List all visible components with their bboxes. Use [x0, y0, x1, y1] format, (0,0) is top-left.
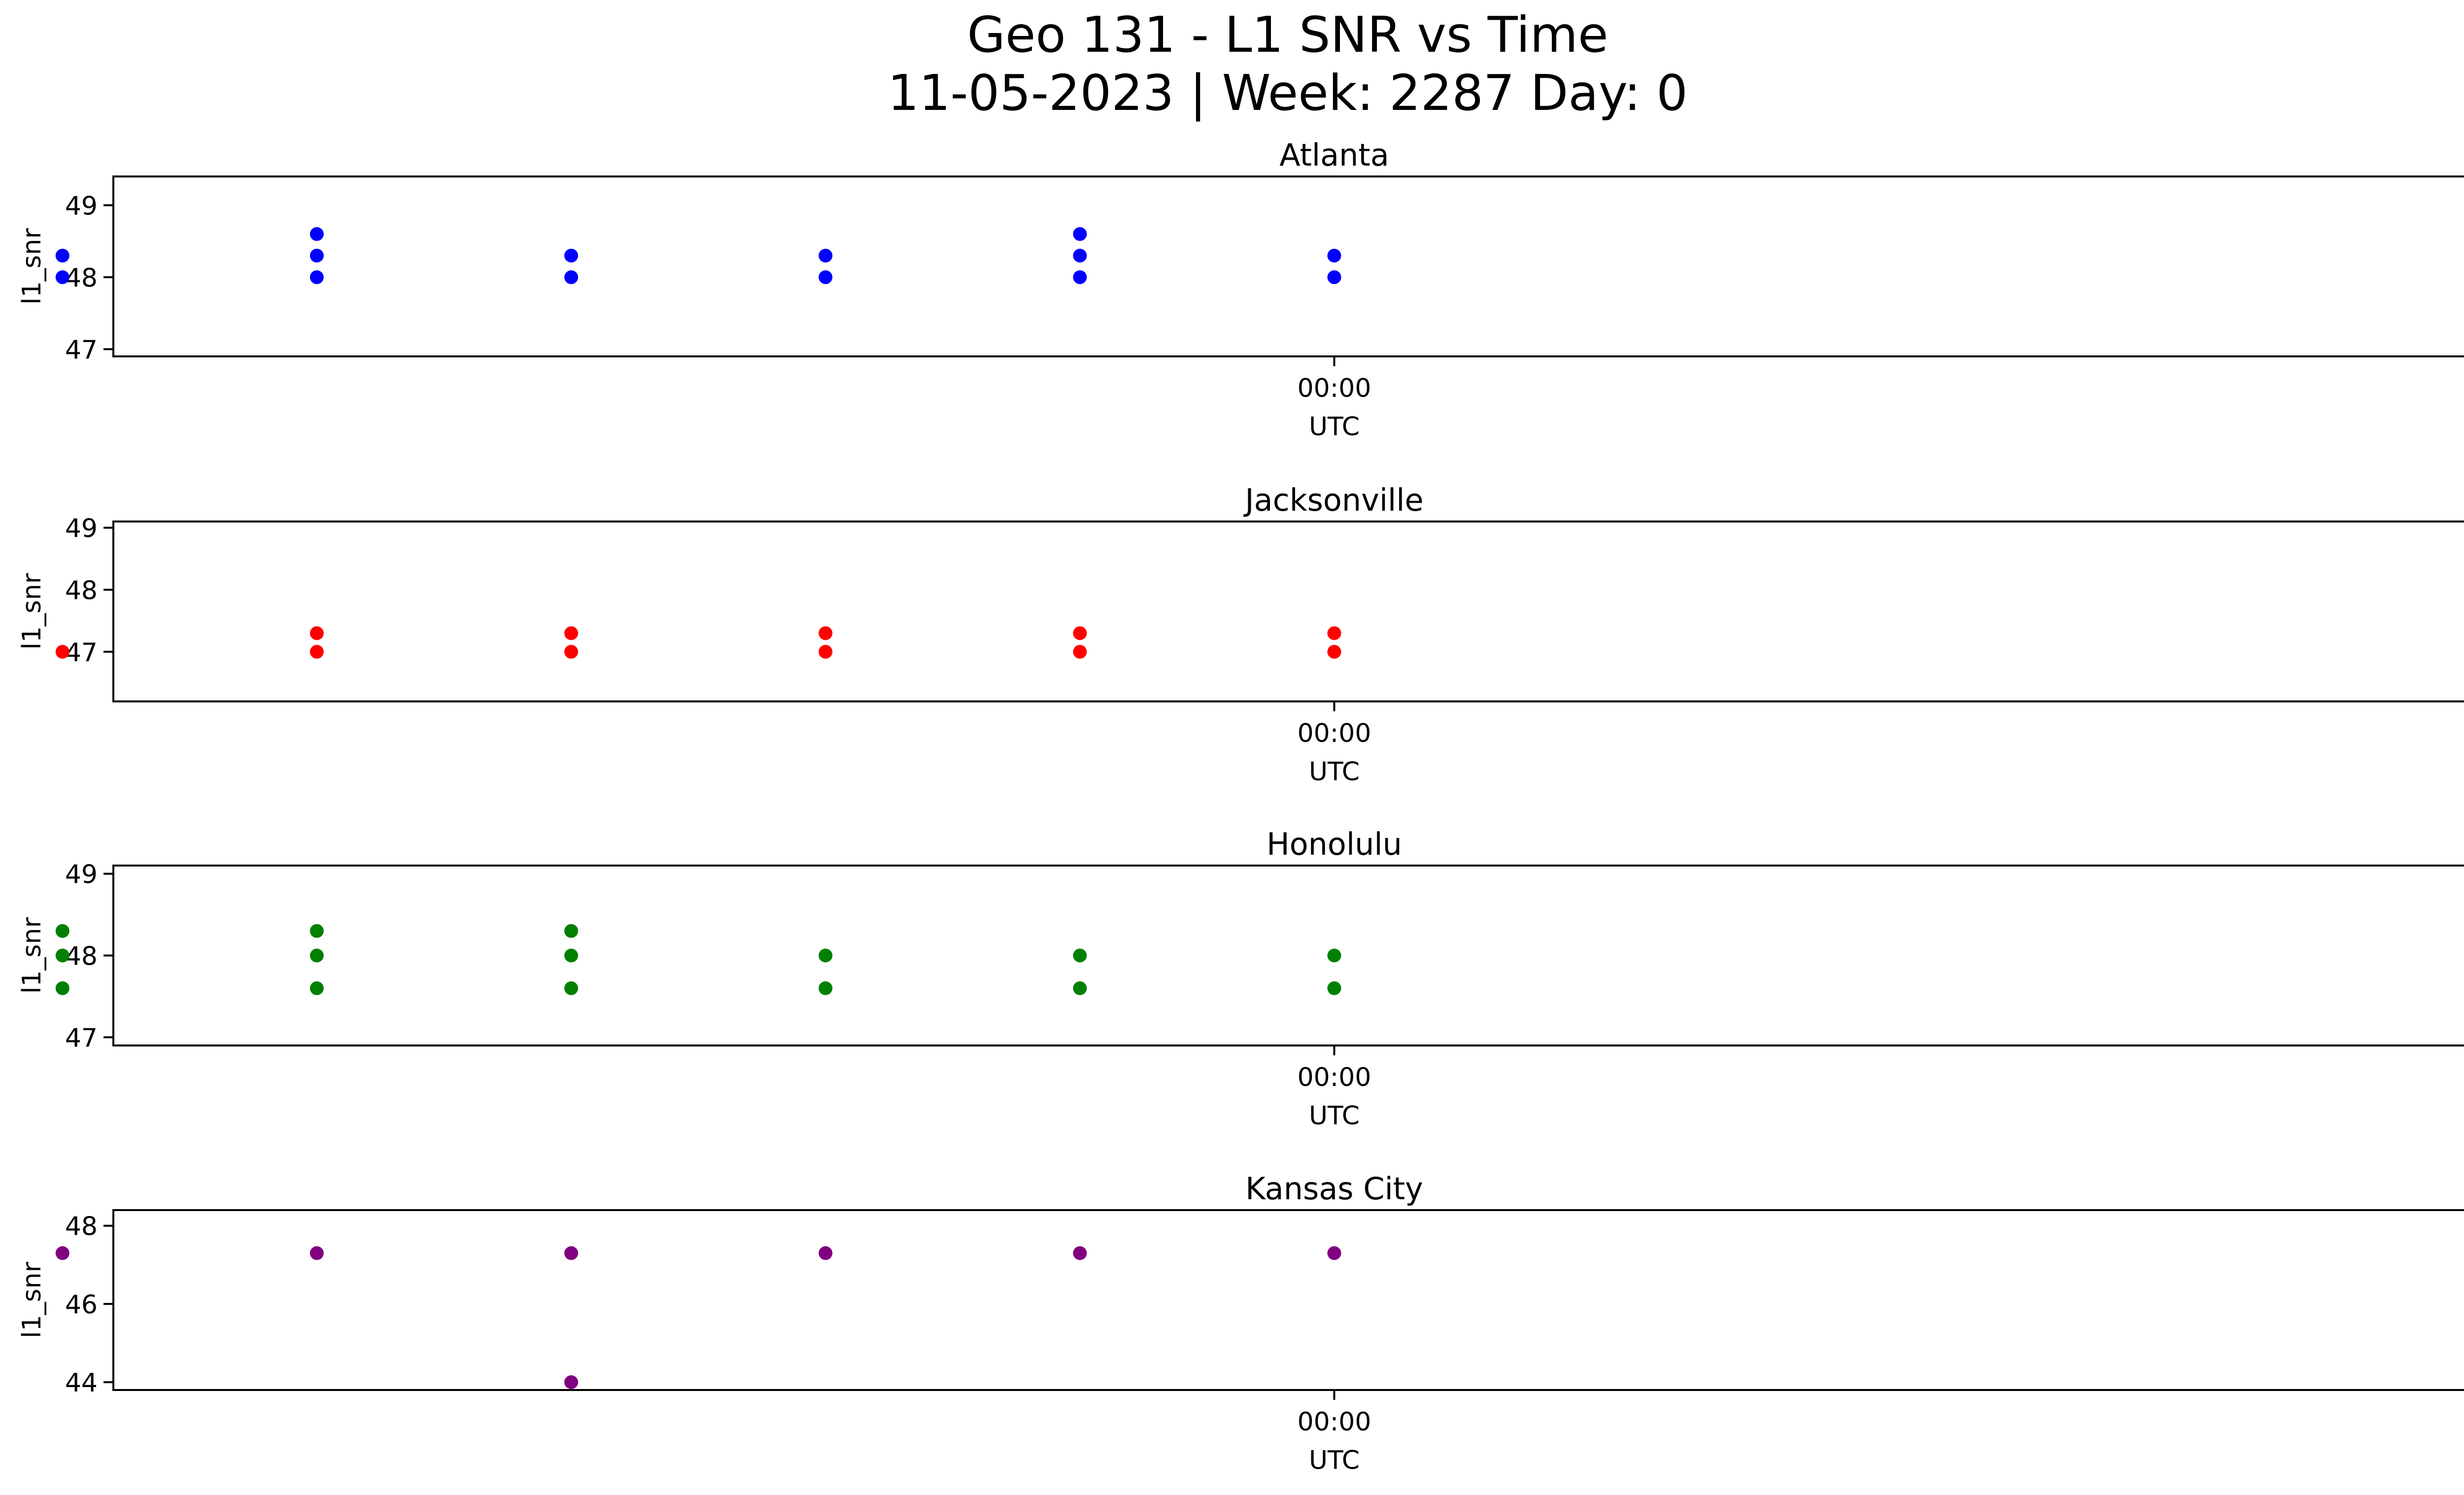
data-points: [55, 924, 1341, 995]
data-point: [309, 626, 324, 640]
plot-jacksonville: Jacksonville00:0003:0006:0009:0012:0015:…: [17, 482, 2464, 787]
data-point: [55, 248, 69, 263]
plot-atlanta: Atlanta00:0003:0006:0009:0012:0015:0018:…: [17, 137, 2464, 442]
data-point: [564, 981, 579, 995]
y-tick-label: 48: [65, 263, 98, 293]
y-axis-label: l1_snr: [17, 228, 47, 305]
data-point: [309, 948, 324, 963]
data-point: [1327, 248, 1341, 263]
data-point: [564, 270, 579, 284]
data-point: [1073, 1246, 1087, 1260]
x-tick-label: 00:00: [1298, 1407, 1371, 1437]
figure-title-line-1: Geo 131 - L1 SNR vs Time: [967, 6, 1608, 64]
data-point: [309, 924, 324, 938]
data-point: [1327, 948, 1341, 963]
subplot-title: Atlanta: [1279, 137, 1389, 173]
plot-kansas-city: Kansas City00:0003:0006:0009:0012:0015:0…: [17, 1171, 2464, 1475]
data-point: [1327, 981, 1341, 995]
axes-frame: [112, 865, 2464, 1046]
y-tick-label: 48: [65, 1212, 98, 1242]
data-point: [564, 1246, 579, 1260]
data-point: [309, 227, 324, 241]
data-point: [1073, 981, 1087, 995]
data-point: [1327, 1246, 1341, 1260]
data-point: [819, 645, 833, 659]
y-axis-label: l1_snr: [17, 917, 47, 994]
subplot-title: Honolulu: [1266, 826, 1402, 862]
data-point: [55, 924, 69, 938]
y-tick-label: 47: [65, 638, 98, 667]
axes-frame: [112, 1209, 2464, 1391]
figure-title-line-2: 11-05-2023 | Week: 2287 Day: 0: [888, 64, 1688, 122]
data-point: [819, 248, 833, 263]
x-tick-label: 00:00: [1298, 374, 1371, 403]
data-points: [55, 227, 1341, 284]
subplot-title: Kansas City: [1245, 1171, 1423, 1207]
data-point: [564, 924, 579, 938]
data-point: [309, 1246, 324, 1260]
data-point: [1327, 270, 1341, 284]
y-tick-label: 46: [65, 1290, 98, 1320]
data-point: [1073, 227, 1087, 241]
data-point: [819, 948, 833, 963]
y-tick-label: 47: [65, 335, 98, 365]
y-tick-label: 44: [65, 1368, 98, 1398]
data-point: [564, 948, 579, 963]
data-point: [55, 270, 69, 284]
data-points: [55, 1246, 1341, 1390]
y-axis-label: l1_snr: [17, 1261, 47, 1338]
data-point: [55, 981, 69, 995]
plot-honolulu: Honolulu00:0003:0006:0009:0012:0015:0018…: [17, 826, 2464, 1131]
data-point: [564, 645, 579, 659]
data-point: [309, 981, 324, 995]
data-point: [309, 270, 324, 284]
data-point: [819, 981, 833, 995]
data-point: [1073, 948, 1087, 963]
x-axis-label: UTC: [1309, 1101, 1360, 1131]
x-axis-label: UTC: [1309, 1446, 1360, 1475]
axes-frame: [112, 175, 2464, 357]
y-tick-label: 47: [65, 1023, 98, 1053]
x-axis-label: UTC: [1309, 412, 1360, 442]
axes-frame: [112, 521, 2464, 702]
y-tick-label: 48: [65, 576, 98, 605]
data-point: [55, 1246, 69, 1260]
data-point: [55, 948, 69, 963]
x-axis-label: UTC: [1309, 757, 1360, 787]
subplot-title: Jacksonville: [1243, 482, 1423, 518]
y-tick-label: 49: [65, 860, 98, 890]
data-point: [819, 1246, 833, 1260]
data-point: [1327, 626, 1341, 640]
data-point: [1327, 645, 1341, 659]
x-tick-label: 00:00: [1298, 1063, 1371, 1092]
data-point: [1073, 270, 1087, 284]
data-point: [564, 626, 579, 640]
data-point: [819, 626, 833, 640]
data-point: [819, 270, 833, 284]
data-point: [309, 248, 324, 263]
data-point: [309, 645, 324, 659]
data-point: [1073, 626, 1087, 640]
y-tick-label: 49: [65, 191, 98, 221]
data-point: [564, 1375, 579, 1390]
data-point: [1073, 248, 1087, 263]
data-point: [55, 645, 69, 659]
data-points: [55, 626, 1341, 659]
y-tick-label: 48: [65, 942, 98, 972]
x-tick-label: 00:00: [1298, 719, 1371, 748]
y-axis-label: l1_snr: [17, 573, 47, 650]
figure-title: Geo 131 - L1 SNR vs Time 11-05-2023 | We…: [0, 6, 2464, 122]
data-point: [1073, 645, 1087, 659]
data-point: [564, 248, 579, 263]
y-tick-label: 49: [65, 514, 98, 544]
